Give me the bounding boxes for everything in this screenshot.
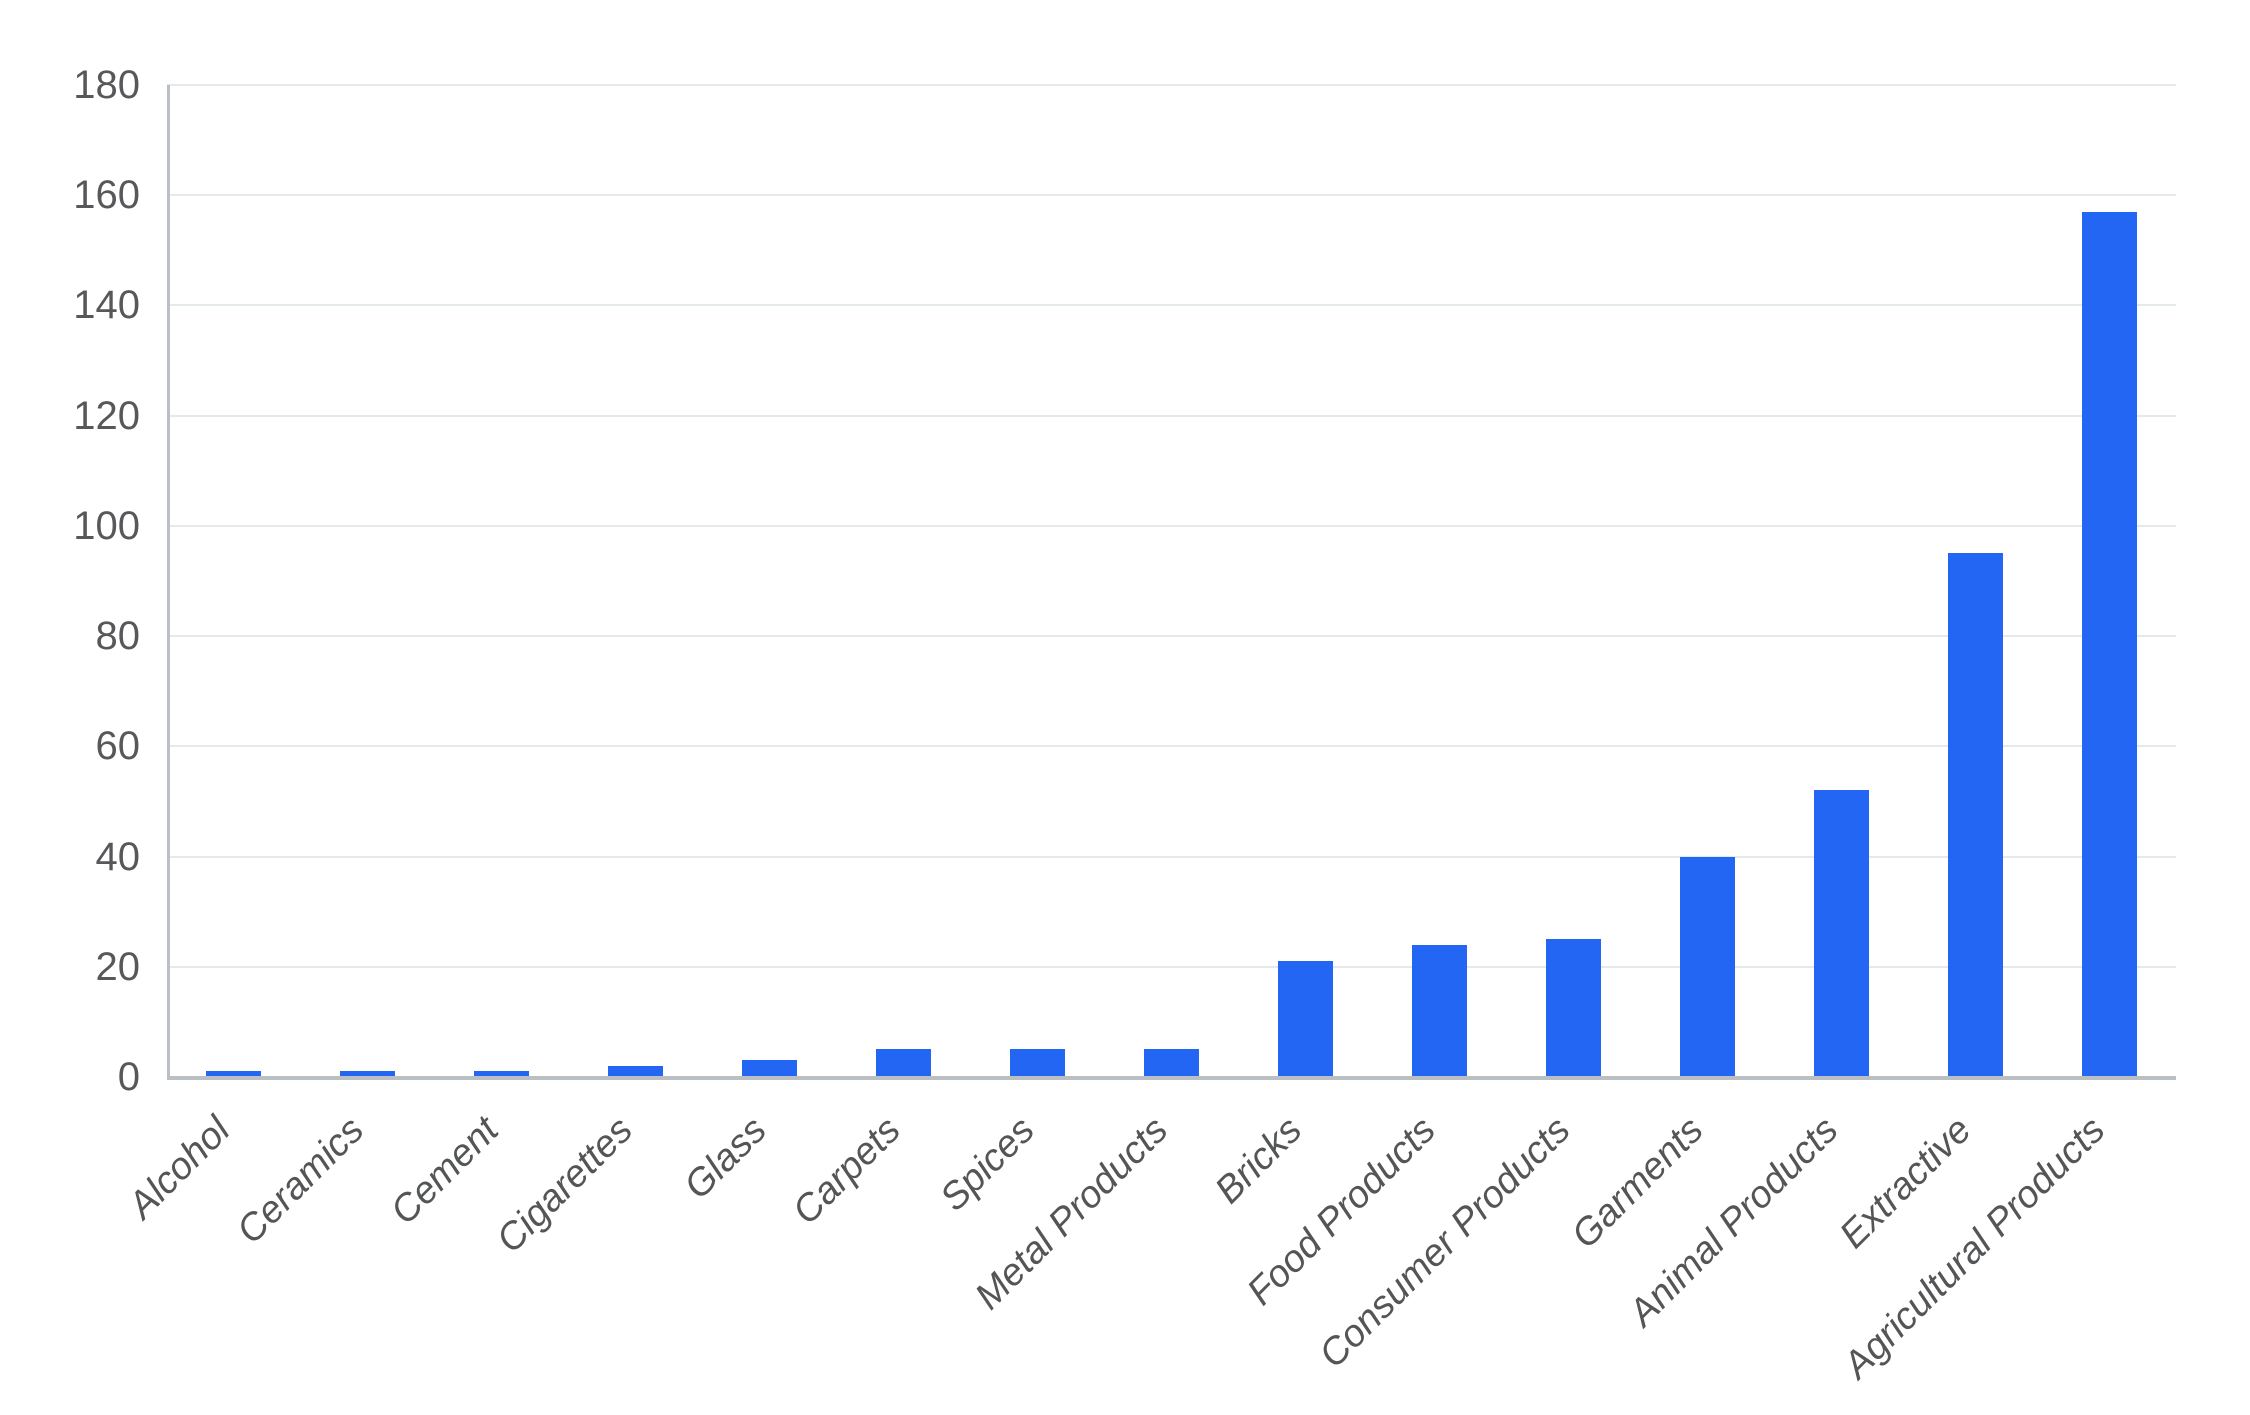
bar-glass: [742, 1060, 798, 1077]
y-tick-label-20: 20: [95, 944, 141, 989]
x-tick-label-agricultural-products: Agricultural Products: [1836, 1109, 2114, 1387]
gridline-160: [167, 194, 2176, 197]
bar-alcohol: [206, 1071, 262, 1077]
y-tick-label-100: 100: [73, 503, 140, 548]
bar-spices: [1010, 1049, 1066, 1077]
bar-extractive: [1947, 553, 2003, 1077]
y-tick-label-180: 180: [73, 63, 140, 107]
bar-animal-products: [1813, 790, 1869, 1077]
bar-ceramics: [340, 1071, 396, 1077]
x-tick-label-cement: Cement: [382, 1109, 507, 1233]
y-tick-label-60: 60: [95, 724, 141, 769]
gridline-80: [167, 635, 2176, 638]
y-tick-label-40: 40: [95, 834, 141, 879]
x-tick-label-consumer-products: Consumer Products: [1310, 1109, 1579, 1377]
gridline-140: [167, 304, 2176, 307]
bar-garments: [1679, 856, 1735, 1077]
bar-consumer-products: [1545, 939, 1601, 1077]
x-tick-label-carpets: Carpets: [784, 1109, 909, 1233]
gridline-180: [167, 84, 2176, 86]
x-tick-label-glass: Glass: [676, 1109, 775, 1208]
bar-metal-products: [1144, 1049, 1199, 1077]
bar-food-products: [1411, 944, 1467, 1077]
bar-cigarettes: [608, 1065, 664, 1077]
gridline-120: [167, 414, 2176, 417]
x-tick-label-bricks: Bricks: [1207, 1109, 1311, 1212]
gridline-20: [167, 965, 2176, 968]
x-tick-label-ceramics: Ceramics: [229, 1109, 373, 1253]
bar-bricks: [1277, 961, 1333, 1077]
gridline-40: [167, 855, 2176, 858]
y-tick-label-160: 160: [73, 173, 140, 218]
y-axis-line: [167, 85, 170, 1077]
y-tick-label-140: 140: [73, 283, 140, 328]
gridline-60: [167, 745, 2176, 748]
y-tick-label-80: 80: [95, 614, 141, 659]
x-tick-label-alcohol: Alcohol: [120, 1109, 239, 1227]
bar-cement: [474, 1071, 530, 1077]
bar-agricultural-products: [2081, 211, 2137, 1077]
x-tick-label-spices: Spices: [931, 1109, 1043, 1220]
y-tick-label-0: 0: [117, 1055, 140, 1099]
x-tick-label-cigarettes: Cigarettes: [488, 1109, 641, 1262]
x-axis-line: [167, 1076, 2176, 1080]
bar-carpets: [876, 1049, 932, 1077]
y-tick-label-120: 120: [73, 393, 140, 438]
gridline-100: [167, 524, 2176, 527]
